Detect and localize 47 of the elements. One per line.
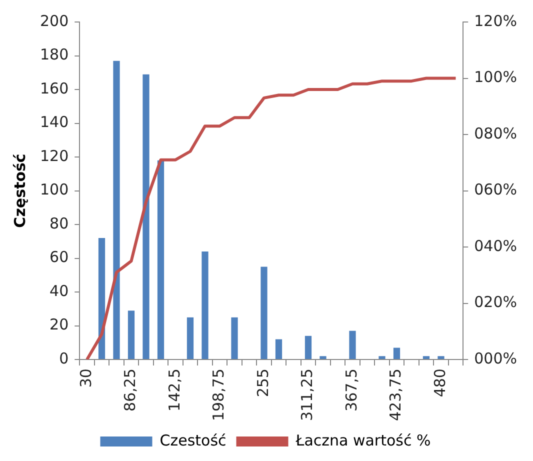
- y-tick-label: 80: [50, 214, 69, 232]
- bar: [260, 266, 268, 360]
- x-tick-label: 30: [76, 368, 95, 388]
- legend-label: Czestość: [160, 431, 226, 450]
- bar: [320, 356, 326, 360]
- y-tick-label: 100: [40, 180, 69, 199]
- y-tick-label: 200: [40, 12, 69, 30]
- y2-tick-label: 040%: [474, 236, 518, 255]
- bar: [378, 356, 386, 360]
- bar: [275, 339, 282, 360]
- bar: [157, 160, 164, 360]
- bar: [438, 356, 444, 360]
- y-tick-label: 60: [50, 248, 69, 266]
- x-tick-label: 480: [430, 368, 449, 398]
- y-tick-label: 120: [40, 146, 69, 165]
- y-tick-label: 20: [50, 316, 69, 334]
- bar: [98, 238, 106, 360]
- bar: [113, 60, 120, 360]
- bar: [349, 330, 356, 360]
- y-axis-title: Częstość: [10, 154, 29, 228]
- y-tick-label: 140: [40, 113, 69, 132]
- y2-tick-label: 000%: [474, 349, 518, 368]
- y-tick-label: 180: [40, 46, 69, 64]
- bar: [304, 336, 312, 360]
- x-tick-label: 367,5: [342, 368, 360, 412]
- bar: [393, 348, 400, 360]
- bar: [231, 317, 238, 360]
- y2-tick-label: 080%: [474, 124, 518, 142]
- bar: [186, 317, 194, 360]
- y2-tick-label: 060%: [474, 180, 518, 199]
- x-tick-label: 86,25: [121, 368, 140, 412]
- y-tick-label: 0: [59, 349, 69, 368]
- x-tick-label: 311,25: [298, 368, 316, 422]
- y2-tick-label: 120%: [474, 12, 518, 30]
- y2-tick-label: 020%: [474, 293, 518, 312]
- legend-label: Łaczna wartość %: [294, 431, 431, 450]
- bar: [422, 356, 430, 360]
- bar: [142, 74, 150, 360]
- x-tick-label: 198,75: [210, 368, 228, 422]
- bar: [128, 310, 135, 360]
- x-tick-label: 142,5: [165, 368, 184, 412]
- bar: [202, 252, 208, 360]
- y-tick-label: 40: [50, 282, 69, 300]
- x-tick-label: 255: [254, 368, 272, 398]
- y2-tick-label: 100%: [474, 68, 518, 86]
- x-tick-label: 423,75: [386, 368, 405, 422]
- y-tick-label: 160: [40, 79, 69, 98]
